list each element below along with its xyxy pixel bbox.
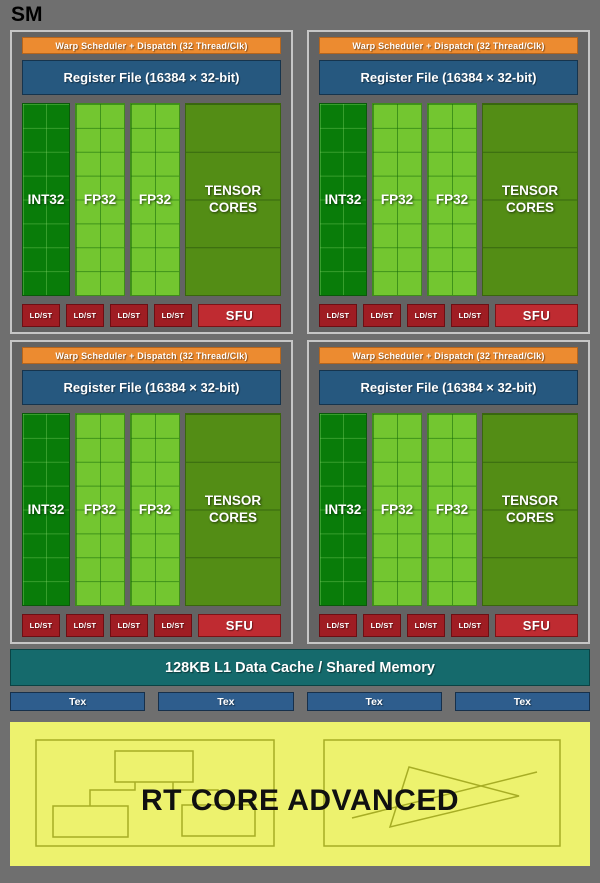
tex-unit: Tex	[454, 692, 590, 711]
int32-label: INT32	[324, 502, 362, 517]
ldst-unit: LD/ST	[66, 614, 104, 637]
fp32-unit: FP32	[130, 103, 180, 296]
fp32-label: FP32	[138, 502, 172, 517]
ldst-unit: LD/ST	[451, 614, 489, 637]
tensor-cores-unit: TENSOR CORES	[482, 413, 578, 606]
fp32-label: FP32	[435, 502, 469, 517]
tex-unit: Tex	[158, 692, 294, 711]
sm-partition: Warp Scheduler + Dispatch (32 Thread/Clk…	[307, 340, 590, 644]
register-file-block: Register File (16384 × 32-bit)	[22, 60, 281, 95]
ldst-sfu-row: LD/ST LD/ST LD/ST LD/ST SFU	[22, 614, 281, 637]
fp32-unit: FP32	[130, 413, 180, 606]
warp-scheduler-block: Warp Scheduler + Dispatch (32 Thread/Clk…	[319, 347, 578, 364]
fp32-label: FP32	[380, 502, 414, 517]
ldst-unit: LD/ST	[110, 614, 148, 637]
register-file-block: Register File (16384 × 32-bit)	[319, 60, 578, 95]
tensor-cores-label: TENSOR CORES	[501, 183, 559, 215]
execution-units-row: INT32 FP32 FP32 TENSOR CORES	[22, 413, 281, 606]
tensor-cores-label: TENSOR CORES	[501, 493, 559, 525]
tensor-cores-unit: TENSOR CORES	[185, 413, 281, 606]
ldst-unit: LD/ST	[451, 304, 489, 327]
int32-unit: INT32	[319, 413, 367, 606]
int32-unit: INT32	[319, 103, 367, 296]
sm-partition: Warp Scheduler + Dispatch (32 Thread/Clk…	[307, 30, 590, 334]
tex-unit: Tex	[306, 692, 442, 711]
fp32-label: FP32	[83, 192, 117, 207]
fp32-label: FP32	[435, 192, 469, 207]
ldst-sfu-row: LD/ST LD/ST LD/ST LD/ST SFU	[319, 304, 578, 327]
warp-scheduler-block: Warp Scheduler + Dispatch (32 Thread/Clk…	[22, 37, 281, 54]
int32-label: INT32	[27, 192, 65, 207]
register-file-block: Register File (16384 × 32-bit)	[319, 370, 578, 405]
int32-unit: INT32	[22, 413, 70, 606]
sm-title: SM	[11, 3, 43, 26]
warp-scheduler-block: Warp Scheduler + Dispatch (32 Thread/Clk…	[319, 37, 578, 54]
rt-core-label: RT CORE ADVANCED	[140, 784, 459, 817]
fp32-unit: FP32	[372, 413, 422, 606]
ldst-unit: LD/ST	[154, 614, 192, 637]
int32-label: INT32	[324, 192, 362, 207]
fp32-label: FP32	[138, 192, 172, 207]
ldst-unit: LD/ST	[154, 304, 192, 327]
ray-triangle-diagram	[323, 739, 561, 847]
ldst-unit: LD/ST	[22, 614, 60, 637]
sfu-unit: SFU	[198, 304, 281, 327]
fp32-unit: FP32	[75, 413, 125, 606]
fp32-unit: FP32	[427, 103, 477, 296]
ldst-unit: LD/ST	[407, 304, 445, 327]
ldst-unit: LD/ST	[363, 304, 401, 327]
fp32-label: FP32	[83, 502, 117, 517]
tensor-cores-label: TENSOR CORES	[204, 493, 262, 525]
bvh-boxes-diagram	[35, 739, 275, 847]
ldst-unit: LD/ST	[110, 304, 148, 327]
fp32-unit: FP32	[427, 413, 477, 606]
rt-core-block: RT CORE ADVANCED	[10, 722, 590, 866]
ldst-unit: LD/ST	[319, 614, 357, 637]
fp32-unit: FP32	[372, 103, 422, 296]
int32-unit: INT32	[22, 103, 70, 296]
sm-partition: Warp Scheduler + Dispatch (32 Thread/Clk…	[10, 30, 293, 334]
texture-units-row: Tex Tex Tex Tex	[10, 692, 590, 711]
ldst-sfu-row: LD/ST LD/ST LD/ST LD/ST SFU	[319, 614, 578, 637]
ldst-unit: LD/ST	[22, 304, 60, 327]
ldst-unit: LD/ST	[66, 304, 104, 327]
sfu-unit: SFU	[198, 614, 281, 637]
execution-units-row: INT32 FP32 FP32 TENSOR CORES	[319, 413, 578, 606]
tensor-cores-unit: TENSOR CORES	[185, 103, 281, 296]
fp32-label: FP32	[380, 192, 414, 207]
execution-units-row: INT32 FP32 FP32 TENSOR CORES	[319, 103, 578, 296]
sm-partition: Warp Scheduler + Dispatch (32 Thread/Clk…	[10, 340, 293, 644]
sm-partitions-grid: Warp Scheduler + Dispatch (32 Thread/Clk…	[10, 30, 590, 644]
tensor-cores-unit: TENSOR CORES	[482, 103, 578, 296]
execution-units-row: INT32 FP32 FP32 TENSOR CORES	[22, 103, 281, 296]
ldst-sfu-row: LD/ST LD/ST LD/ST LD/ST SFU	[22, 304, 281, 327]
register-file-block: Register File (16384 × 32-bit)	[22, 370, 281, 405]
tex-unit: Tex	[10, 692, 146, 711]
int32-label: INT32	[27, 502, 65, 517]
sfu-unit: SFU	[495, 304, 578, 327]
sfu-unit: SFU	[495, 614, 578, 637]
tensor-cores-label: TENSOR CORES	[204, 183, 262, 215]
fp32-unit: FP32	[75, 103, 125, 296]
ldst-unit: LD/ST	[407, 614, 445, 637]
l1-cache-shared-memory-block: 128KB L1 Data Cache / Shared Memory	[10, 649, 590, 686]
warp-scheduler-block: Warp Scheduler + Dispatch (32 Thread/Clk…	[22, 347, 281, 364]
ldst-unit: LD/ST	[319, 304, 357, 327]
ldst-unit: LD/ST	[363, 614, 401, 637]
